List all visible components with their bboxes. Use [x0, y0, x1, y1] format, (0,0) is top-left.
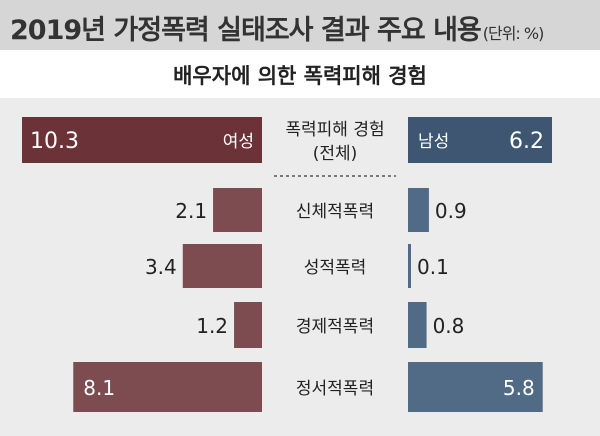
- category-label-0: 폭력피해 경험 (전체): [285, 120, 384, 164]
- value-label-female-1: 2.1: [175, 199, 207, 223]
- legend-male: 남성: [418, 132, 449, 152]
- value-label-female-2: 3.4: [145, 255, 177, 279]
- value-label-male-0: 6.2: [509, 129, 544, 154]
- value-label-female-3: 1.2: [196, 314, 228, 338]
- category-label-3: 경제적폭력: [296, 317, 374, 337]
- category-label-1: 신체적폭력: [296, 202, 374, 222]
- value-label-female-0: 10.3: [30, 129, 79, 154]
- value-label-male-2: 0.1: [417, 255, 449, 279]
- title-text: 2019년 가정폭력 실태조사 결과 주요 내용: [10, 15, 482, 46]
- bar-male-2: [408, 244, 411, 288]
- title-bar: 2019년 가정폭력 실태조사 결과 주요 내용 (단위: %): [0, 0, 600, 50]
- bar-female-1: [213, 188, 262, 232]
- bar-female-4: [73, 362, 262, 412]
- chart-title: 2019년 가정폭력 실태조사 결과 주요 내용 (단위: %): [10, 8, 545, 47]
- bar-female-0: [22, 117, 262, 163]
- bar-male-4: [408, 362, 543, 412]
- value-label-female-4: 8.1: [83, 376, 115, 400]
- value-label-male-4: 5.8: [503, 376, 535, 400]
- legend-female: 여성: [223, 132, 254, 152]
- category-label-2: 성적폭력: [304, 258, 367, 278]
- unit-label: (단위: %): [482, 24, 545, 43]
- bar-male-1: [408, 188, 429, 232]
- value-label-male-1: 0.9: [435, 199, 467, 223]
- value-label-male-3: 0.8: [433, 314, 465, 338]
- bar-male-3: [408, 302, 427, 348]
- category-label-4: 정서적폭력: [296, 379, 374, 399]
- bar-male-0: [408, 117, 552, 163]
- chart-subtitle: 배우자에 의한 폭력피해 경험: [173, 64, 427, 88]
- bar-female-3: [234, 302, 262, 348]
- bar-female-2: [182, 244, 262, 288]
